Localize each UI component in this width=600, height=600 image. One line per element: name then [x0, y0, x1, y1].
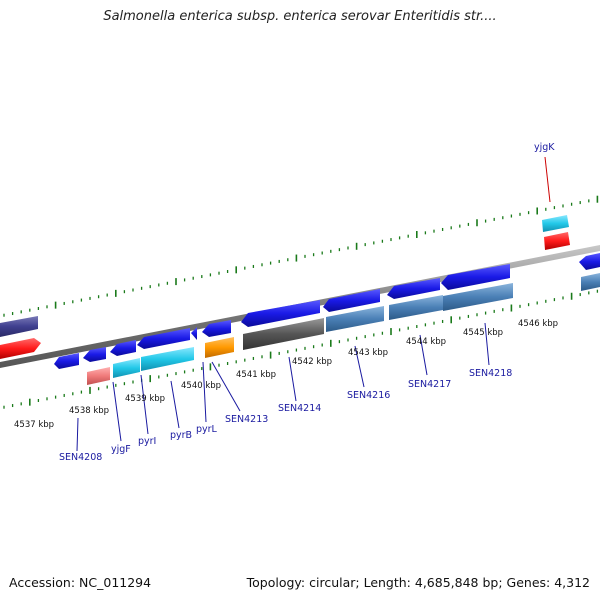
accession-label: Accession: — [9, 575, 76, 590]
accession-value: NC_011294 — [79, 575, 152, 590]
gene-purple[interactable] — [0, 316, 38, 337]
gene-sen4216[interactable] — [326, 306, 384, 332]
gene-cyan-1[interactable] — [113, 358, 140, 378]
kbp-label: 4540 kbp — [181, 381, 221, 391]
gene-pink[interactable] — [87, 367, 110, 385]
gene-yjgk[interactable] — [542, 215, 569, 232]
gene-steel-right[interactable] — [581, 273, 600, 291]
gene-sen4218-upper[interactable] — [441, 264, 510, 290]
gene-sen4216-upper[interactable] — [323, 289, 380, 312]
tick-row-lower — [3, 289, 599, 409]
gene-label-sen4217[interactable]: SEN4217 — [408, 379, 451, 390]
gene-label-sen4214[interactable]: SEN4214 — [278, 403, 321, 414]
gene-pyri[interactable] — [110, 340, 136, 356]
gene-orange[interactable] — [205, 337, 234, 358]
gene-sen4218[interactable] — [443, 283, 513, 311]
gene-pyrb[interactable] — [137, 328, 190, 349]
kbp-label: 4542 kbp — [292, 357, 332, 367]
gene-sen4213[interactable] — [202, 320, 231, 337]
accession-info: Accession: NC_011294 — [9, 575, 151, 590]
gene-label-sen4208[interactable]: SEN4208 — [59, 452, 102, 463]
gene-sen4214[interactable] — [241, 300, 320, 327]
kbp-label: 4544 kbp — [406, 337, 446, 347]
gene-sen4208[interactable] — [54, 353, 79, 369]
kbp-label: 4545 kbp — [463, 328, 503, 338]
gene-blue-right[interactable] — [579, 253, 600, 270]
gene-label-yjgf[interactable]: yjgF — [111, 444, 131, 455]
kbp-label: 4538 kbp — [69, 406, 109, 416]
kbp-label: 4543 kbp — [348, 348, 388, 358]
gene-red-left[interactable] — [0, 338, 41, 359]
kbp-labels: 4537 kbp 4538 kbp 4539 kbp 4540 kbp 4541 kbp… — [14, 319, 558, 430]
tick-row-upper — [3, 195, 599, 317]
gene-label-sen4213[interactable]: SEN4213 — [225, 414, 268, 425]
gene-features[interactable] — [0, 215, 600, 385]
gene-sen4217-upper[interactable] — [387, 278, 440, 299]
leader-lines — [76, 156, 551, 452]
gene-label-sen4218[interactable]: SEN4218 — [469, 368, 512, 379]
gene-labels[interactable]: SEN4208 yjgF pyrI pyrB pyrL SEN4213 SEN4214 SEN… — [59, 142, 555, 463]
gene-label-pyri[interactable]: pyrI — [138, 436, 156, 447]
gene-darkgray[interactable] — [243, 318, 324, 350]
kbp-label: 4539 kbp — [125, 394, 165, 404]
kbp-label: 4537 kbp — [14, 420, 54, 430]
kbp-label: 4541 kbp — [236, 370, 276, 380]
gene-cyan-2[interactable] — [141, 347, 194, 371]
kbp-label: 4546 kbp — [518, 319, 558, 329]
gene-yjgf[interactable] — [83, 347, 106, 362]
gene-label-sen4216[interactable]: SEN4216 — [347, 390, 390, 401]
gene-pyrl[interactable] — [191, 327, 197, 340]
gene-label-pyrb[interactable]: pyrB — [170, 430, 192, 441]
gene-sen4217[interactable] — [389, 295, 443, 320]
gene-red-right[interactable] — [544, 232, 570, 250]
gene-label-yjgk[interactable]: yjgK — [534, 142, 555, 153]
gene-label-pyrl[interactable]: pyrL — [196, 424, 218, 435]
page-title: Salmonella enterica subsp. enterica sero… — [103, 9, 497, 24]
topology-info: Topology: circular; Length: 4,685,848 bp… — [246, 575, 590, 590]
